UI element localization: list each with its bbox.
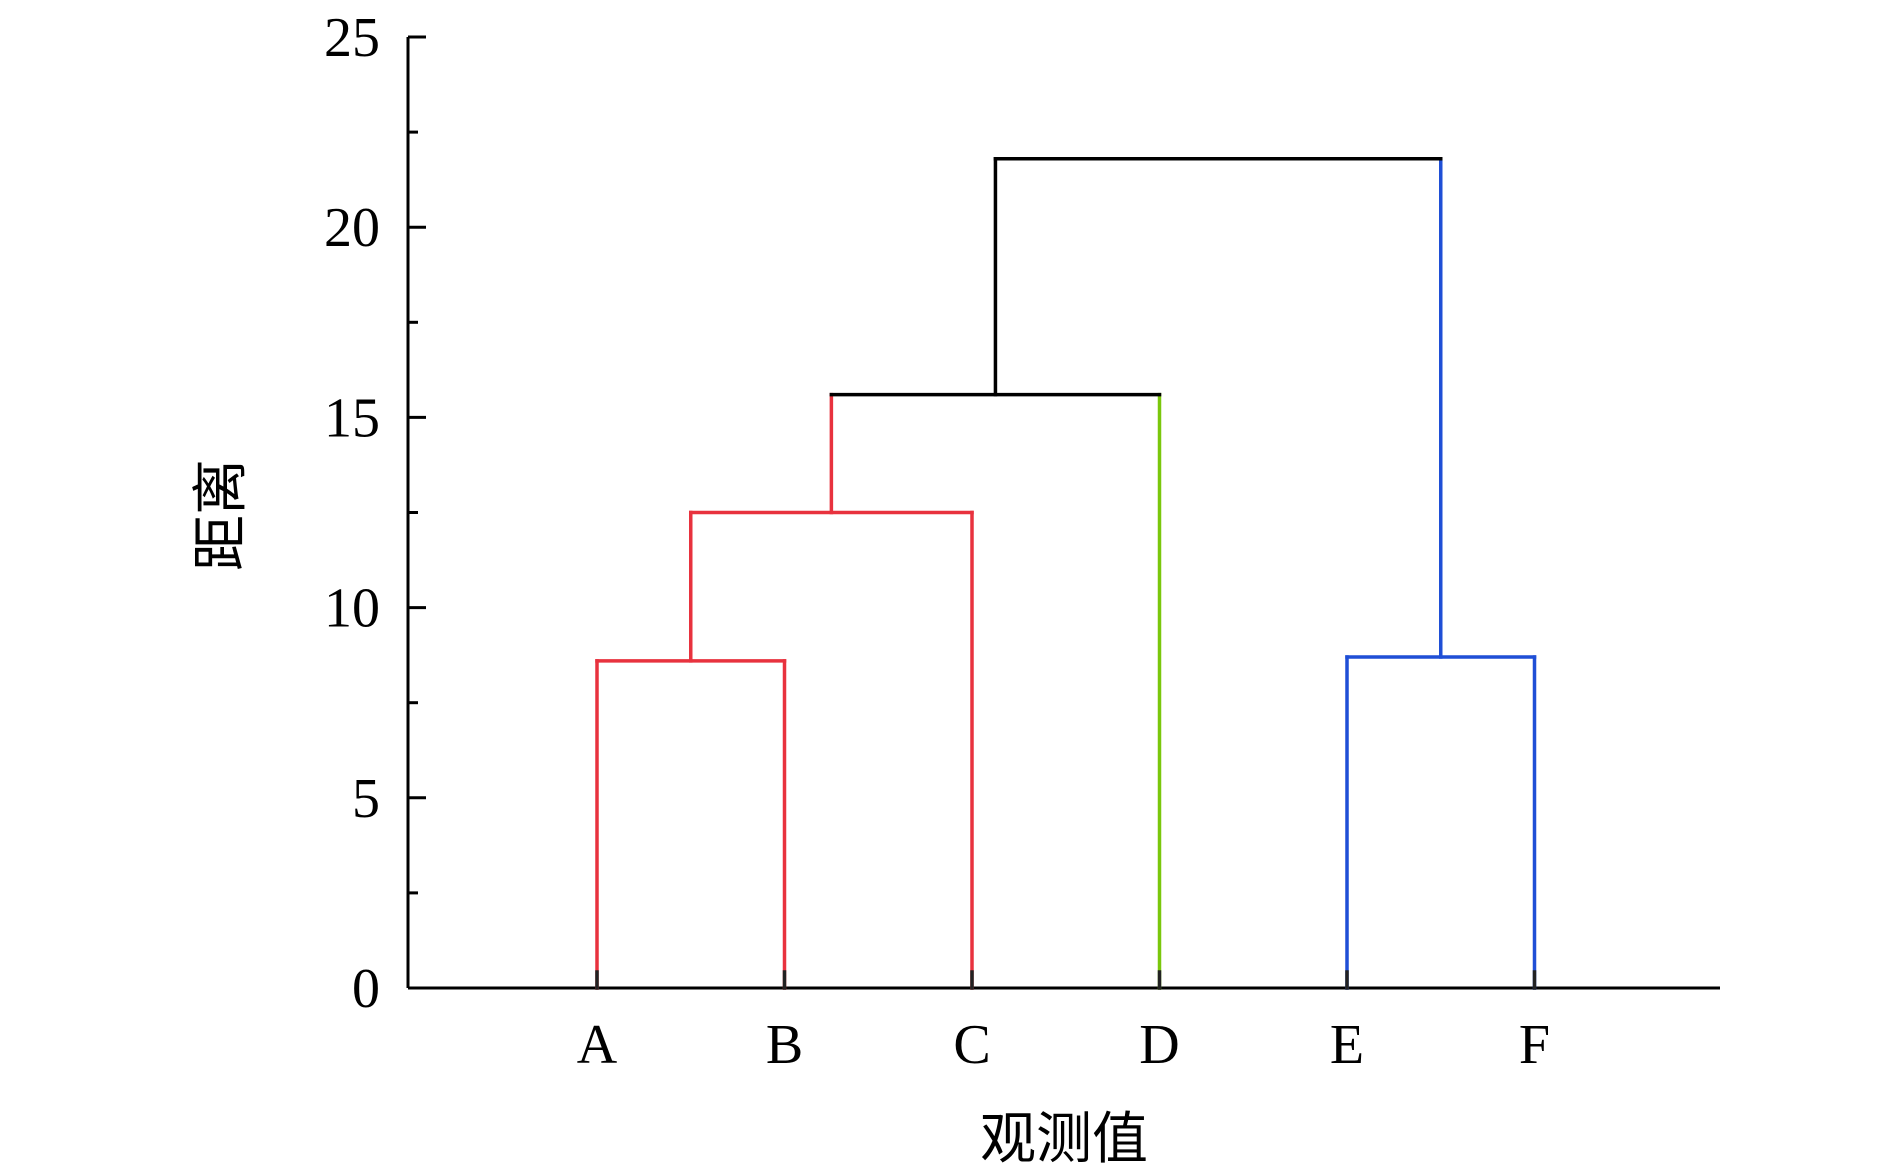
y-tick-label: 5 (352, 768, 380, 830)
x-tick-label-f: F (1519, 1014, 1550, 1076)
x-tick-label-d: D (1139, 1014, 1179, 1076)
axes: 0 5 10 15 20 25 (324, 7, 1720, 1020)
y-ticks (408, 35, 426, 990)
x-tick-label-a: A (577, 1014, 618, 1076)
y-tick-label: 15 (324, 387, 380, 449)
dendrogram-branches (595, 156, 1537, 990)
y-tick-labels: 0 5 10 15 20 25 (324, 7, 380, 1020)
y-tick-label: 10 (324, 578, 380, 640)
y-tick-label: 25 (324, 7, 380, 69)
x-tick-label-c: C (953, 1014, 990, 1076)
y-tick-label: 20 (324, 197, 380, 259)
x-tick-labels: A B C D E F (577, 1014, 1550, 1076)
x-axis-title: 观测值 (980, 1107, 1148, 1169)
y-axis-title: 距离 (189, 459, 254, 571)
y-tick-label: 0 (352, 958, 380, 1020)
x-tick-label-b: B (766, 1014, 803, 1076)
x-tick-label-e: E (1330, 1014, 1364, 1076)
